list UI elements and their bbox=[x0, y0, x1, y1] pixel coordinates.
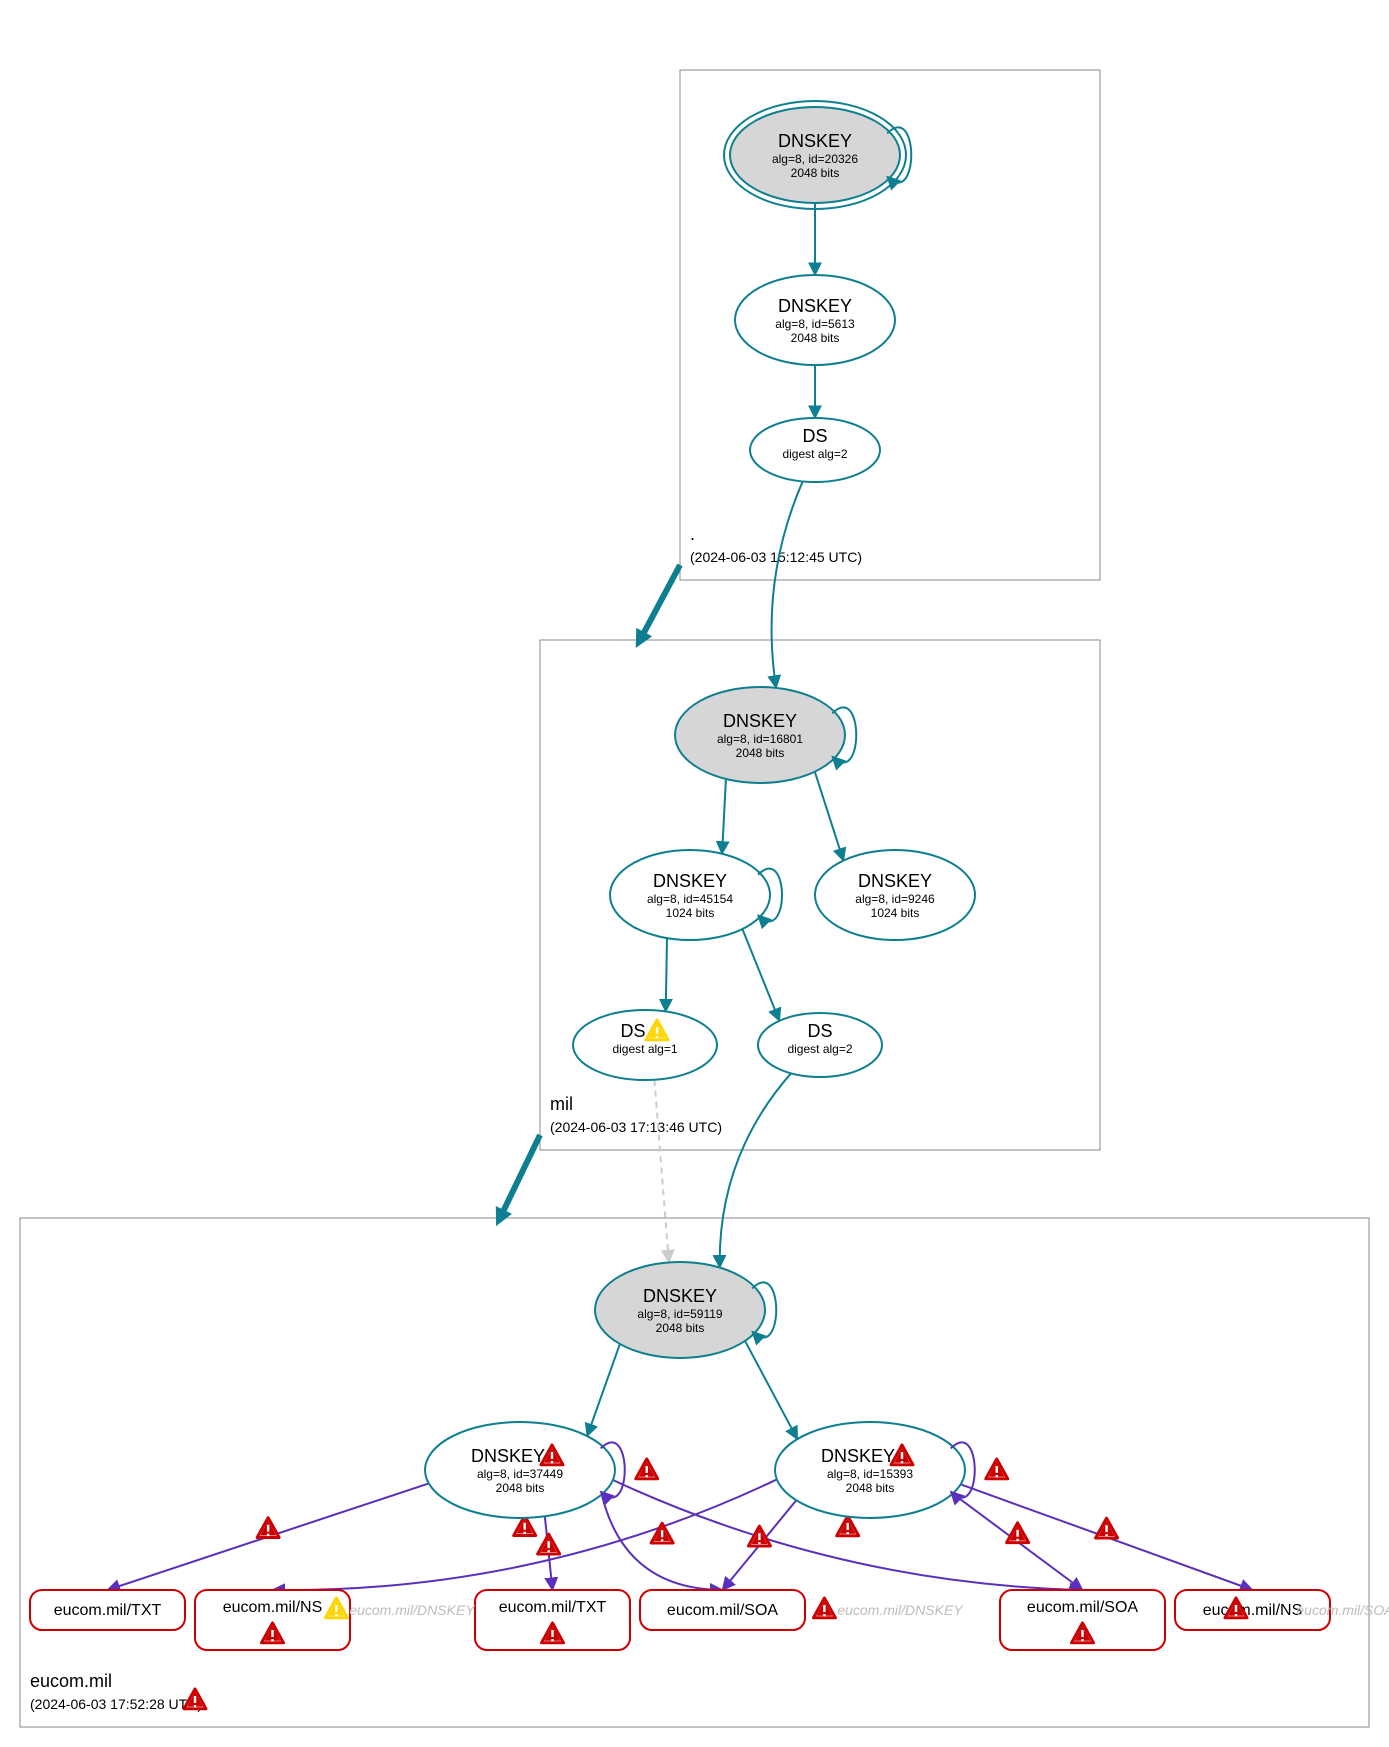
node-mil_zsk2: DNSKEYalg=8, id=92461024 bits bbox=[815, 850, 975, 940]
ghost-rr-label: eucom.mil/DNSKEY bbox=[837, 1602, 964, 1618]
svg-text:eucom.mil/TXT: eucom.mil/TXT bbox=[499, 1599, 607, 1616]
svg-text:2048 bits: 2048 bits bbox=[791, 166, 840, 180]
error-icon bbox=[1096, 1518, 1118, 1538]
svg-text:mil: mil bbox=[550, 1094, 573, 1114]
node-mil_zsk1: DNSKEYalg=8, id=451541024 bits bbox=[610, 850, 782, 940]
svg-text:digest alg=2: digest alg=2 bbox=[787, 1042, 852, 1056]
error-icon bbox=[837, 1516, 859, 1536]
edge bbox=[742, 929, 779, 1021]
svg-text:DNSKEY: DNSKEY bbox=[778, 296, 852, 316]
edge bbox=[587, 1344, 620, 1436]
svg-text:DNSKEY: DNSKEY bbox=[653, 871, 727, 891]
edge bbox=[666, 938, 667, 1011]
edge bbox=[722, 779, 726, 854]
node-root_ds: DSdigest alg=2 bbox=[750, 418, 880, 482]
error-icon bbox=[1007, 1523, 1029, 1543]
svg-text:1024 bits: 1024 bits bbox=[871, 906, 920, 920]
svg-text:2048 bits: 2048 bits bbox=[736, 746, 785, 760]
svg-text:.: . bbox=[690, 524, 695, 544]
svg-text:alg=8, id=59119: alg=8, id=59119 bbox=[637, 1307, 723, 1321]
edge bbox=[654, 1080, 668, 1263]
error-icon bbox=[651, 1523, 673, 1543]
rr-soa1: eucom.mil/SOA bbox=[640, 1590, 805, 1630]
svg-text:alg=8, id=16801: alg=8, id=16801 bbox=[717, 732, 803, 746]
zone-delegation-arrow bbox=[500, 1135, 540, 1218]
node-mil_ksk: DNSKEYalg=8, id=168012048 bits bbox=[675, 687, 856, 783]
svg-text:(2024-06-03 15:12:45 UTC): (2024-06-03 15:12:45 UTC) bbox=[690, 549, 862, 565]
svg-text:eucom.mil/TXT: eucom.mil/TXT bbox=[54, 1602, 162, 1619]
svg-text:eucom.mil/NS: eucom.mil/NS bbox=[1203, 1602, 1303, 1619]
svg-text:digest alg=1: digest alg=1 bbox=[612, 1042, 677, 1056]
svg-text:DS: DS bbox=[620, 1021, 645, 1041]
svg-text:alg=8, id=20326: alg=8, id=20326 bbox=[772, 152, 858, 166]
error-icon bbox=[813, 1598, 835, 1618]
svg-text:DNSKEY: DNSKEY bbox=[643, 1286, 717, 1306]
svg-text:DNSKEY: DNSKEY bbox=[723, 711, 797, 731]
svg-text:2048 bits: 2048 bits bbox=[656, 1321, 705, 1335]
svg-text:eucom.mil/SOA: eucom.mil/SOA bbox=[1027, 1599, 1138, 1616]
svg-text:DNSKEY: DNSKEY bbox=[471, 1446, 545, 1466]
edge bbox=[745, 1341, 797, 1439]
edge bbox=[720, 1073, 791, 1267]
svg-text:digest alg=2: digest alg=2 bbox=[782, 447, 847, 461]
svg-text:2048 bits: 2048 bits bbox=[846, 1481, 895, 1495]
svg-text:eucom.mil: eucom.mil bbox=[30, 1671, 112, 1691]
svg-text:alg=8, id=37449: alg=8, id=37449 bbox=[477, 1467, 563, 1481]
svg-text:2048 bits: 2048 bits bbox=[496, 1481, 545, 1495]
node-root_ksk: DNSKEYalg=8, id=203262048 bits bbox=[724, 101, 911, 209]
svg-text:DS: DS bbox=[802, 426, 827, 446]
node-mil_ds2: DSdigest alg=2 bbox=[758, 1013, 882, 1077]
error-icon bbox=[636, 1459, 658, 1479]
node-eucom_zsk1: DNSKEYalg=8, id=374492048 bits bbox=[425, 1422, 625, 1518]
svg-text:alg=8, id=45154: alg=8, id=45154 bbox=[647, 892, 733, 906]
node-eucom_ksk: DNSKEYalg=8, id=591192048 bits bbox=[595, 1262, 776, 1358]
ghost-rr-label: eucom.mil/SOA bbox=[1296, 1602, 1389, 1618]
svg-text:2048 bits: 2048 bits bbox=[791, 331, 840, 345]
error-icon bbox=[986, 1459, 1008, 1479]
svg-text:DNSKEY: DNSKEY bbox=[858, 871, 932, 891]
edge bbox=[815, 772, 844, 861]
svg-text:(2024-06-03 17:52:28 UTC): (2024-06-03 17:52:28 UTC) bbox=[30, 1696, 202, 1712]
node-mil_ds1: DSdigest alg=1 bbox=[573, 1010, 717, 1080]
node-eucom_zsk2: DNSKEYalg=8, id=153932048 bits bbox=[775, 1422, 975, 1518]
svg-text:DNSKEY: DNSKEY bbox=[778, 131, 852, 151]
svg-text:(2024-06-03 17:13:46 UTC): (2024-06-03 17:13:46 UTC) bbox=[550, 1119, 722, 1135]
ghost-rr-label: eucom.mil/DNSKEY bbox=[349, 1602, 476, 1618]
svg-text:DS: DS bbox=[807, 1021, 832, 1041]
svg-text:alg=8, id=5613: alg=8, id=5613 bbox=[775, 317, 855, 331]
svg-text:DNSKEY: DNSKEY bbox=[821, 1446, 895, 1466]
svg-text:alg=8, id=15393: alg=8, id=15393 bbox=[827, 1467, 913, 1481]
error-icon bbox=[538, 1534, 560, 1554]
zone-delegation-arrow bbox=[640, 565, 680, 640]
rr-txt1: eucom.mil/TXT bbox=[30, 1590, 185, 1630]
error-icon bbox=[257, 1518, 279, 1538]
svg-text:eucom.mil/SOA: eucom.mil/SOA bbox=[667, 1602, 778, 1619]
edge bbox=[772, 481, 803, 687]
svg-text:1024 bits: 1024 bits bbox=[666, 906, 715, 920]
svg-text:alg=8, id=9246: alg=8, id=9246 bbox=[855, 892, 935, 906]
node-root_zsk: DNSKEYalg=8, id=56132048 bits bbox=[735, 275, 895, 365]
svg-text:eucom.mil/NS: eucom.mil/NS bbox=[223, 1599, 323, 1616]
